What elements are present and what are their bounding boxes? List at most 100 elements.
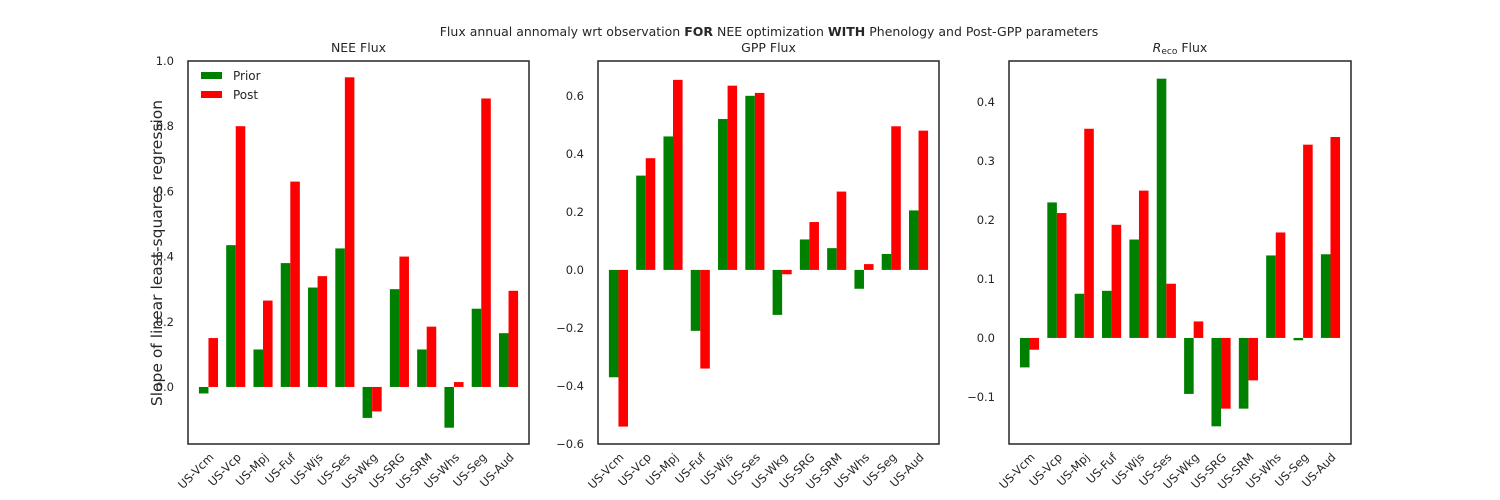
bar-post-us-vcp <box>645 158 656 270</box>
y-tick-label: 0.2 <box>977 213 995 227</box>
bar-prior-us-vcm <box>608 269 619 378</box>
y-axis-label: Slope of linear least-squares regression <box>148 100 166 406</box>
bar-post-us-vcp <box>235 126 246 387</box>
y-tick-label: 0.4 <box>977 95 995 109</box>
bar-post-us-vcm <box>208 338 219 387</box>
bar-post-us-mpj <box>263 300 273 387</box>
bar-post-us-srm <box>426 326 437 387</box>
axes-frame <box>1008 60 1352 445</box>
bar-prior-us-wjs <box>1129 239 1139 338</box>
bar-post-us-wkg <box>782 269 792 275</box>
bar-prior-us-seg <box>471 308 482 387</box>
panel-2: US-VcmUS-VcpUS-MpjUS-FufUS-WjsUS-SesUS-W… <box>556 40 940 492</box>
legend-label-prior: Prior <box>233 69 261 83</box>
y-tick-label: 0.0 <box>566 263 584 277</box>
bar-post-us-seg <box>481 98 491 387</box>
bar-prior-us-wkg <box>1184 337 1194 394</box>
bar-post-us-mpj <box>1084 128 1094 338</box>
bar-prior-us-mpj <box>1074 293 1085 338</box>
bar-prior-us-fuf <box>690 269 701 331</box>
legend-swatch-prior <box>201 72 222 79</box>
bar-post-us-seg <box>891 126 901 270</box>
bar-post-us-vcp <box>1056 213 1067 338</box>
legend-swatch-post <box>201 91 222 98</box>
y-tick-label: −0.4 <box>556 379 584 393</box>
bar-post-us-srg <box>399 256 409 387</box>
bar-prior-us-srm <box>827 248 837 270</box>
bar-post-us-aud <box>918 130 929 270</box>
bar-prior-us-ses <box>1156 78 1167 338</box>
bar-post-us-fuf <box>700 269 710 369</box>
y-tick-label: 0.0 <box>977 331 995 345</box>
bar-prior-us-whs <box>854 269 864 289</box>
y-tick-label: −0.1 <box>967 390 995 404</box>
panel-3: US-VcmUS-VcpUS-MpjUS-FufUS-WjsUS-SesUS-W… <box>967 40 1352 492</box>
bar-prior-us-whs <box>1266 255 1276 338</box>
y-tick-label: 0.6 <box>156 184 174 198</box>
bar-prior-us-aud <box>498 333 509 387</box>
y-tick-label: 0.2 <box>156 315 174 329</box>
panel-title-part: GPP Flux <box>741 40 796 55</box>
y-tick-label: 0.3 <box>977 154 995 168</box>
panel-title: Reco Flux <box>1153 40 1208 57</box>
bar-post-us-srg <box>809 222 819 270</box>
figure-suptitle: Flux annual annomaly wrt observation FOR… <box>440 24 1099 39</box>
bar-prior-us-whs <box>444 386 454 428</box>
bar-post-us-srg <box>1221 337 1231 409</box>
bar-prior-us-vcp <box>636 175 646 270</box>
bar-prior-us-mpj <box>253 349 264 387</box>
y-tick-label: 1.0 <box>156 54 174 68</box>
y-tick-label: 0.2 <box>566 205 584 219</box>
panel-title-part: R <box>1153 40 1162 55</box>
bar-post-us-fuf <box>290 181 300 387</box>
bar-post-us-aud <box>1330 137 1341 338</box>
bar-prior-us-wjs <box>308 287 318 387</box>
bar-post-us-mpj <box>673 79 683 270</box>
bar-post-us-ses <box>344 77 355 387</box>
suptitle-part: Flux annual annomaly wrt observation <box>440 24 684 39</box>
bar-prior-us-wkg <box>362 386 373 418</box>
bar-prior-us-srg <box>1211 337 1222 427</box>
bar-prior-us-vcp <box>226 245 236 387</box>
y-tick-label: 0.4 <box>156 250 174 264</box>
bar-post-us-whs <box>453 382 464 387</box>
bar-post-us-wjs <box>1138 190 1149 338</box>
bar-post-us-vcm <box>618 269 629 427</box>
bar-prior-us-vcm <box>1019 337 1030 368</box>
bar-post-us-wkg <box>1193 321 1204 338</box>
bar-prior-us-seg <box>881 253 892 270</box>
y-tick-label: 0.6 <box>566 89 584 103</box>
y-tick-label: 0.0 <box>156 380 174 394</box>
bar-prior-us-seg <box>1293 337 1304 341</box>
panel-title-part: NEE Flux <box>331 40 386 55</box>
panel-title-part: eco <box>1161 47 1177 57</box>
bar-prior-us-fuf <box>1102 290 1112 338</box>
legend-label-post: Post <box>233 88 258 102</box>
bar-prior-us-wjs <box>718 119 728 270</box>
suptitle-part: WITH <box>828 24 865 39</box>
legend: Prior Post <box>201 69 261 102</box>
chart-panels: US-VcmUS-VcpUS-MpjUS-FufUS-WjsUS-SesUS-W… <box>156 40 1352 492</box>
bar-post-us-srm <box>1248 337 1258 381</box>
bar-post-us-fuf <box>1111 224 1122 338</box>
bar-prior-us-ses <box>335 248 345 387</box>
axes-frame <box>187 60 530 445</box>
bar-prior-us-vcm <box>198 386 209 394</box>
bar-prior-us-mpj <box>663 136 674 270</box>
suptitle-part: FOR <box>684 24 713 39</box>
bar-post-us-aud <box>508 290 519 387</box>
bar-post-us-whs <box>1275 232 1286 338</box>
bar-post-us-whs <box>863 264 874 270</box>
bar-prior-us-vcp <box>1047 202 1057 338</box>
bar-post-us-srm <box>836 191 847 270</box>
bar-prior-us-aud <box>908 210 919 270</box>
y-tick-label: 0.8 <box>156 119 174 133</box>
bar-post-us-wkg <box>372 386 382 412</box>
bar-post-us-wjs <box>727 85 738 270</box>
suptitle-part: Phenology and Post-GPP parameters <box>865 24 1098 39</box>
bar-post-us-ses <box>754 92 765 270</box>
panel-1: US-VcmUS-VcpUS-MpjUS-FufUS-WjsUS-SesUS-W… <box>156 40 530 492</box>
bar-post-us-wjs <box>317 276 328 387</box>
bar-prior-us-wkg <box>772 269 783 315</box>
